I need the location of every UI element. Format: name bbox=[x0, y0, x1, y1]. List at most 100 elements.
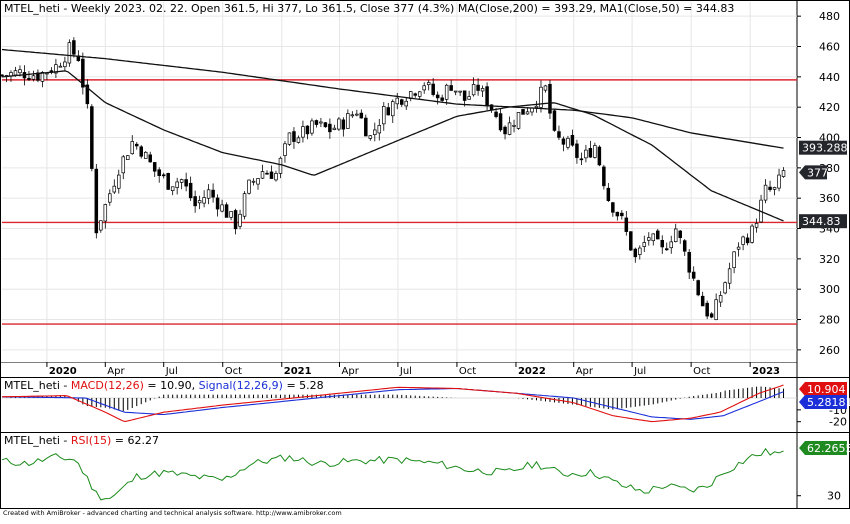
candle-body bbox=[413, 93, 417, 96]
candle-body bbox=[611, 202, 615, 213]
candle-body bbox=[81, 58, 85, 88]
macd-title-value: = 10.90, bbox=[144, 379, 199, 392]
candle-body bbox=[148, 154, 152, 163]
candle-body bbox=[498, 113, 503, 131]
candle-body bbox=[629, 231, 633, 251]
candle-body bbox=[27, 77, 31, 80]
signal-line bbox=[2, 387, 784, 420]
candle-body bbox=[184, 179, 188, 187]
candle-body bbox=[143, 151, 148, 159]
candle-body bbox=[656, 230, 660, 240]
candle-body bbox=[0, 74, 4, 77]
candle-body bbox=[664, 248, 669, 251]
candle-body bbox=[332, 127, 337, 130]
ma50-line bbox=[1, 70, 784, 222]
rsi-title-prefix: MTEL_heti - bbox=[4, 434, 71, 447]
candle-body bbox=[647, 237, 651, 241]
candle-body bbox=[323, 122, 328, 128]
candle-body bbox=[220, 204, 224, 212]
candle-body bbox=[242, 193, 247, 217]
candle-body bbox=[67, 42, 72, 64]
macd-title: MTEL_heti - MACD(12,26) = 10.90, Signal(… bbox=[4, 379, 324, 392]
candle-body bbox=[763, 184, 768, 201]
candle-body bbox=[40, 71, 45, 82]
signal-title-value: = 5.28 bbox=[283, 379, 324, 392]
candle-body bbox=[310, 120, 314, 134]
candle-body bbox=[175, 181, 179, 188]
candle-body bbox=[134, 143, 139, 147]
candle-body bbox=[754, 223, 759, 228]
candle-body bbox=[373, 129, 377, 136]
candle-body bbox=[395, 97, 400, 105]
candle-body bbox=[72, 40, 76, 55]
candle-body bbox=[570, 134, 575, 146]
x-tick-label: Jul bbox=[399, 366, 412, 377]
candle-body bbox=[296, 137, 301, 143]
ma200-line bbox=[1, 48, 784, 149]
candle-body bbox=[417, 91, 422, 97]
candle-body bbox=[700, 295, 705, 307]
candle-body bbox=[314, 120, 319, 125]
candle-body bbox=[736, 246, 741, 250]
x-tick-label: 2023 bbox=[752, 366, 780, 377]
candle-body bbox=[117, 174, 121, 189]
y-tick-label: 300 bbox=[819, 283, 840, 296]
macd-value-flag bbox=[799, 395, 847, 409]
candle-body bbox=[368, 135, 373, 139]
footer-credit: Created with AmiBroker - advanced charti… bbox=[3, 509, 342, 517]
candle-body bbox=[444, 84, 449, 100]
candle-body bbox=[90, 106, 94, 169]
candle-body bbox=[31, 75, 36, 80]
axis-value-box bbox=[799, 214, 847, 229]
candle-body bbox=[714, 299, 718, 321]
candle-body bbox=[229, 211, 233, 218]
x-tick-label: Oct bbox=[459, 366, 476, 377]
candle-body bbox=[197, 200, 202, 204]
candle-body bbox=[579, 158, 584, 161]
candle-body bbox=[188, 182, 193, 199]
candle-body bbox=[292, 131, 296, 142]
x-tick-label: Oct bbox=[225, 366, 242, 377]
candle-body bbox=[85, 84, 90, 105]
rsi-title: MTEL_heti - RSI(15) = 62.27 bbox=[4, 434, 159, 447]
y-tick-label: 360 bbox=[819, 192, 840, 205]
candle-body bbox=[503, 126, 507, 135]
candle-body bbox=[620, 212, 624, 217]
candle-body bbox=[485, 86, 489, 106]
candle-body bbox=[355, 113, 359, 116]
candle-body bbox=[723, 282, 727, 294]
candle-body bbox=[575, 143, 579, 158]
candle-body bbox=[525, 111, 530, 115]
candle-body bbox=[651, 233, 656, 242]
price-title: MTEL_heti - Weekly 2023. 02. 22. Open 36… bbox=[4, 2, 734, 15]
macd-title-prefix: MTEL_heti - bbox=[4, 379, 71, 392]
x-tick-label: Oct bbox=[693, 366, 710, 377]
candle-body bbox=[202, 197, 206, 204]
axis-value-box bbox=[799, 140, 847, 155]
x-tick-label: Apr bbox=[107, 366, 125, 377]
candle-body bbox=[480, 88, 485, 92]
candle-body bbox=[269, 171, 274, 179]
candle-body bbox=[534, 105, 539, 108]
x-tick-label: 2020 bbox=[49, 366, 77, 377]
macd-value-label: 5.28181 bbox=[807, 396, 850, 409]
candle-body bbox=[121, 156, 126, 174]
candle-body bbox=[386, 107, 391, 116]
candle-body bbox=[691, 271, 696, 279]
x-tick-label: 2021 bbox=[284, 366, 312, 377]
rsi-title-name: RSI(15) bbox=[71, 434, 111, 447]
candle-body bbox=[422, 85, 426, 91]
last-price-flag bbox=[799, 165, 827, 180]
macd-title-name: MACD(12,26) bbox=[71, 379, 144, 392]
candle-body bbox=[238, 213, 242, 227]
candle-body bbox=[63, 61, 67, 68]
candle-body bbox=[669, 241, 673, 249]
candle-body bbox=[251, 180, 256, 183]
rsi-title-value: = 62.27 bbox=[111, 434, 159, 447]
candle-body bbox=[211, 189, 215, 198]
candle-body bbox=[18, 69, 22, 74]
candle-body bbox=[781, 170, 786, 177]
candle-body bbox=[512, 125, 516, 127]
candle-body bbox=[265, 172, 269, 175]
candle-body bbox=[260, 171, 265, 179]
